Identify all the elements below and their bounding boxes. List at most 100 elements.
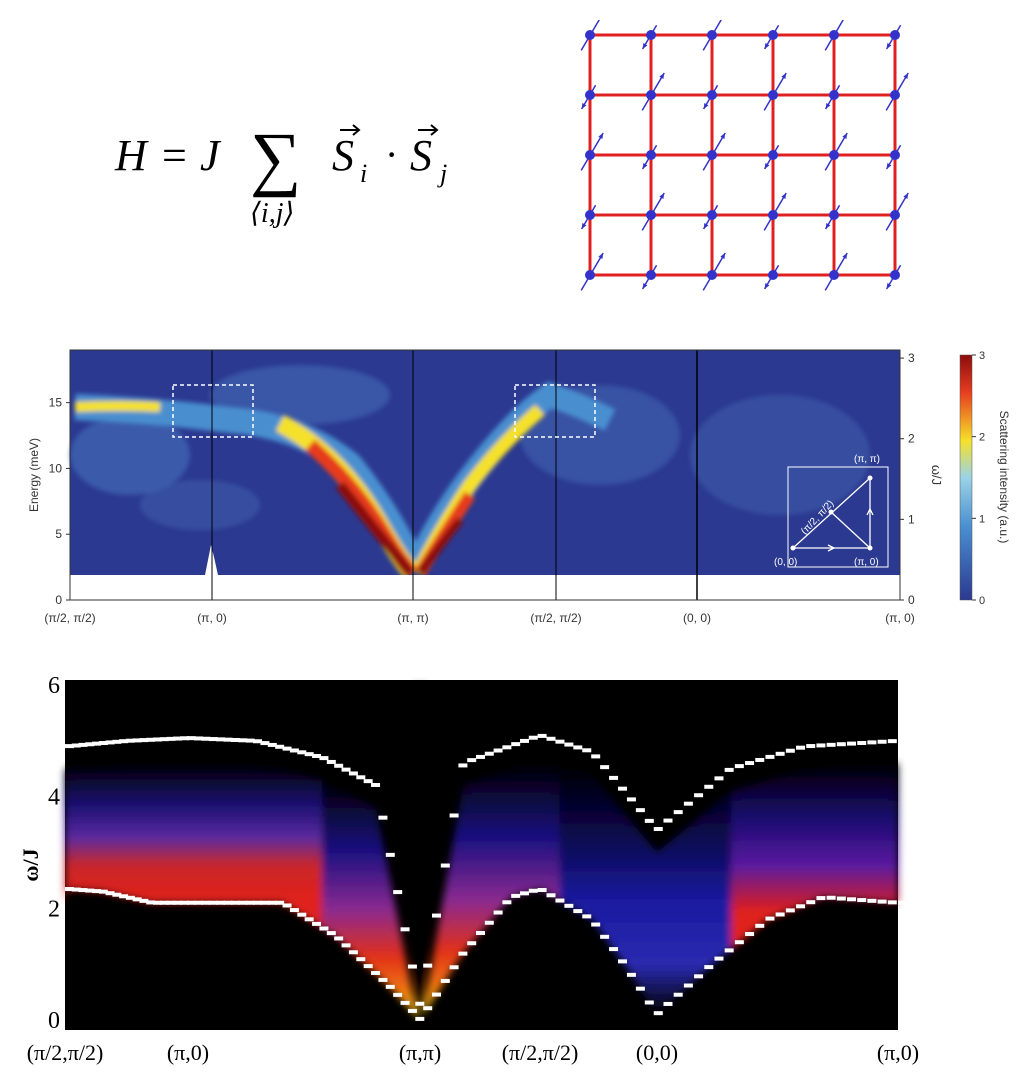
lattice-site [829,90,839,100]
heatmap-frame [69,349,901,601]
boundary-step [520,891,529,896]
boundary-step [289,748,299,753]
boundary-step [440,978,450,983]
boundary-step [356,775,366,780]
spin-arrowhead [642,283,648,289]
x-tick-label: (π,0) [877,1040,919,1065]
lattice-site [707,270,717,280]
boundary-step [877,899,887,904]
boundary-step [826,742,836,747]
boundary-step [289,908,299,913]
colorbar-tick-label: 0 [979,595,985,607]
boundary-step [132,738,142,743]
lattice-site [768,270,778,280]
boundary-step [806,744,816,749]
colorbar-gradient [959,354,973,601]
y-axis-right: 0 1 2 3 [900,351,915,607]
formula-sum-subscript: ⟨i,j⟩ [250,198,294,229]
boundary-step [458,763,468,768]
boundary-step [502,900,512,905]
spin-arrowhead [581,103,587,109]
hamiltonian-formula: H = J ∑ ⟨i,j⟩ S i · S j [114,118,447,229]
spin-arrowhead [825,223,831,229]
y-tick-label: 10 [49,461,63,475]
lattice-site [829,270,839,280]
boundary-step [186,900,196,905]
boundary-step [119,894,129,899]
boundary-step [734,764,744,769]
y-tick-label: 2 [48,896,60,922]
formula-coef: J [200,131,222,180]
spin-arrowhead [598,253,604,259]
y-axis-label: Energy (meV) [27,438,41,512]
lattice-site [707,150,717,160]
x-tick-label: (π/2,π/2) [27,1040,104,1065]
x-axis-ticks: (π/2, π/2) (π, 0) (π, π) (π/2, π/2) (0, 0) (π… [44,611,914,625]
spin-arrowhead [764,283,770,289]
boundary-step [371,970,381,975]
boundary-step [267,742,277,747]
boundary-step [78,888,88,893]
boundary-step [208,900,218,905]
boundary-step [467,758,477,763]
lattice-sites [585,30,900,280]
boundary-step [423,963,433,968]
boundary-step [238,900,248,905]
inset-label-pi0: (π, 0) [854,557,879,568]
boundary-step [326,931,336,936]
boundary-step [65,744,74,749]
boundary-step [180,900,190,905]
boundary-step [216,900,226,905]
boundary-step [555,898,565,903]
lattice-site [646,30,656,40]
boundary-step [275,744,285,749]
lattice-site [890,150,900,160]
boundary-step [528,888,538,893]
boundary-step [260,741,270,746]
boundary-step [600,934,610,939]
lattice-site [768,150,778,160]
boundary-step [653,1011,663,1016]
boundary-step [201,736,211,741]
boundary-step [132,897,142,902]
formula-eq: = [162,131,187,180]
x-tick-label: (π,π) [399,1040,441,1065]
boundary-step [297,912,307,917]
boundary-step [591,922,601,927]
boundary-step [816,896,826,901]
heatmap-area: (π, π) (π/2, π/2) (0, 0) (π, 0) [69,349,901,601]
boundary-step [98,889,108,894]
boundary-step [806,900,816,905]
colorbar-tick-label: 1 [979,513,985,525]
boundary-step [887,739,897,744]
boundary-step [898,738,907,743]
boundary-step [626,797,636,802]
boundary-step [582,748,592,753]
boundary-step [186,736,196,741]
lattice-site [707,30,717,40]
boundary-step [415,1001,425,1006]
x-tick-label: (π/2,π/2) [502,1040,579,1065]
y-axis-label: ω/J [18,848,43,881]
boundary-step [785,748,795,753]
spectral-band [65,763,323,928]
boundary-step [683,983,693,988]
x-tick-label: (π, π) [397,611,428,625]
lattice-site [829,210,839,220]
formula-spin-i: S [332,131,354,180]
boundary-step [511,893,521,898]
boundary-step [334,936,344,941]
spin-arrowhead [842,133,848,139]
boundary-step [139,738,149,743]
boundary-step [528,735,538,740]
boundary-step [139,898,149,903]
boundary-step [877,739,887,744]
lattice-site [646,150,656,160]
boundary-step [223,900,233,905]
boundary-step [152,900,162,905]
boundary-step [378,977,388,982]
spin-arrowhead [781,73,787,79]
boundary-step [85,888,95,893]
boundary-step [440,863,450,868]
